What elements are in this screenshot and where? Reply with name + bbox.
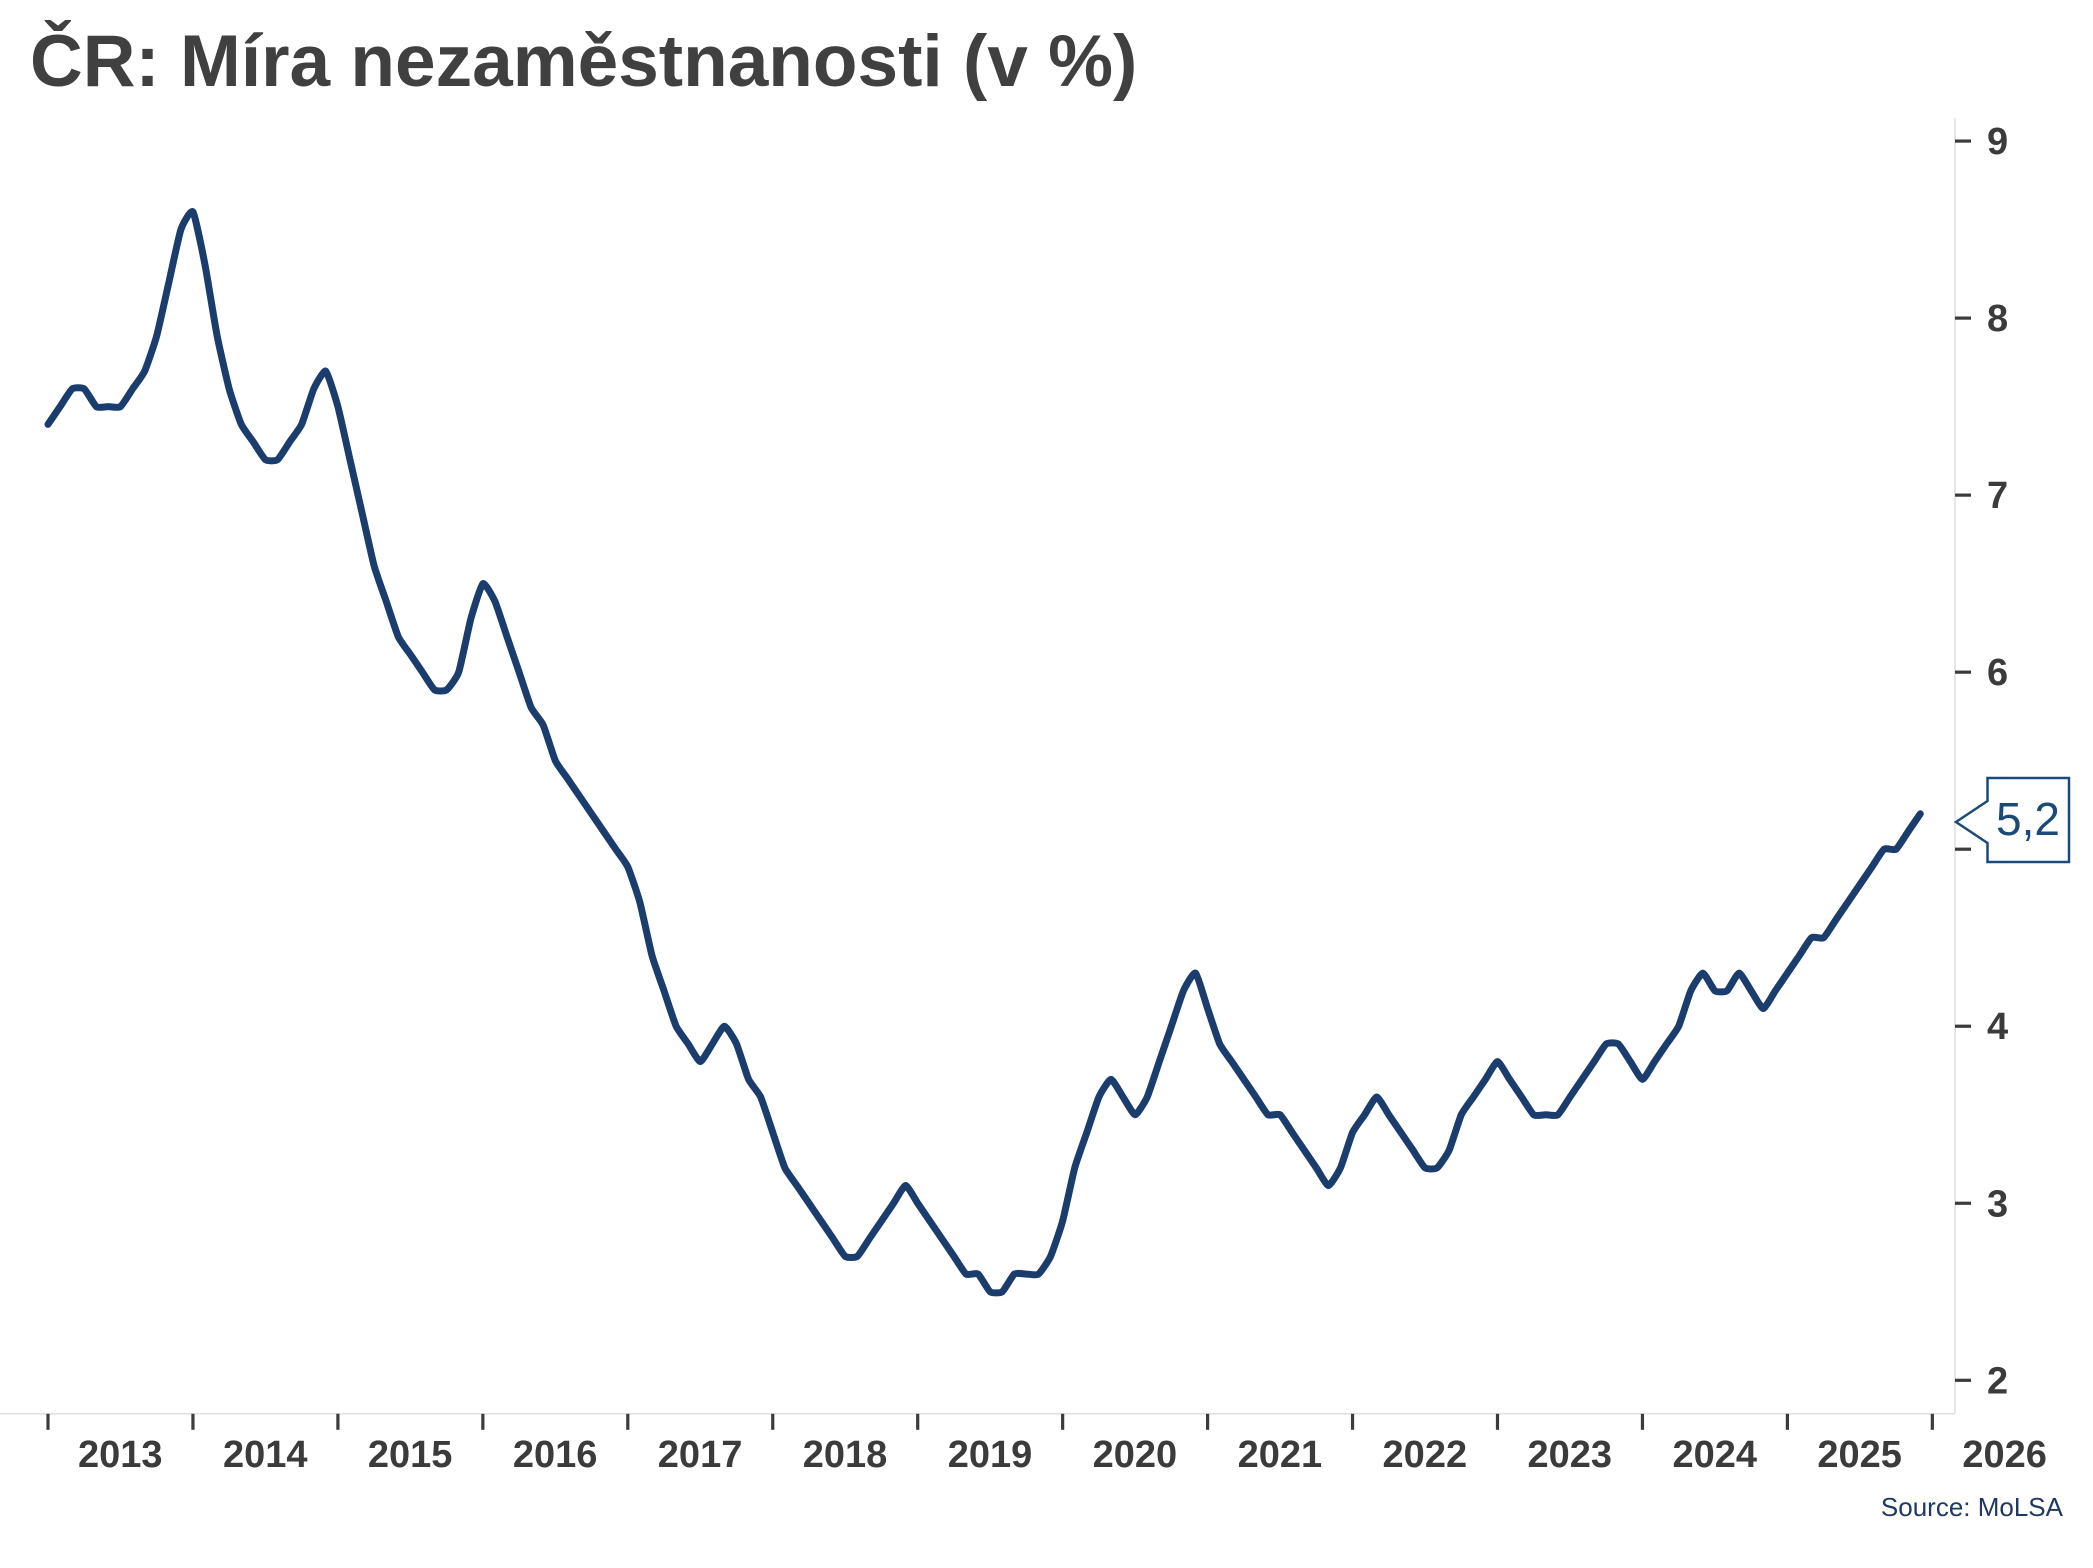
- svg-text:2026: 2026: [1962, 1434, 2047, 1476]
- svg-text:2017: 2017: [658, 1434, 743, 1476]
- svg-text:2025: 2025: [1817, 1434, 1902, 1476]
- svg-text:2024: 2024: [1672, 1434, 1757, 1476]
- svg-text:8: 8: [1987, 298, 2008, 340]
- svg-text:2018: 2018: [803, 1434, 888, 1476]
- svg-text:7: 7: [1987, 475, 2008, 517]
- svg-text:3: 3: [1987, 1183, 2008, 1225]
- svg-text:2015: 2015: [368, 1434, 453, 1476]
- svg-text:2016: 2016: [513, 1434, 598, 1476]
- svg-text:2013: 2013: [78, 1434, 163, 1476]
- svg-text:2021: 2021: [1238, 1434, 1323, 1476]
- svg-text:2019: 2019: [948, 1434, 1033, 1476]
- svg-text:5,2: 5,2: [1996, 793, 2060, 845]
- svg-text:2014: 2014: [223, 1434, 308, 1476]
- svg-text:2023: 2023: [1528, 1434, 1613, 1476]
- svg-text:2022: 2022: [1383, 1434, 1468, 1476]
- svg-text:2020: 2020: [1093, 1434, 1178, 1476]
- svg-text:6: 6: [1987, 652, 2008, 694]
- svg-text:9: 9: [1987, 121, 2008, 163]
- svg-text:4: 4: [1987, 1006, 2008, 1048]
- svg-text:2: 2: [1987, 1360, 2008, 1402]
